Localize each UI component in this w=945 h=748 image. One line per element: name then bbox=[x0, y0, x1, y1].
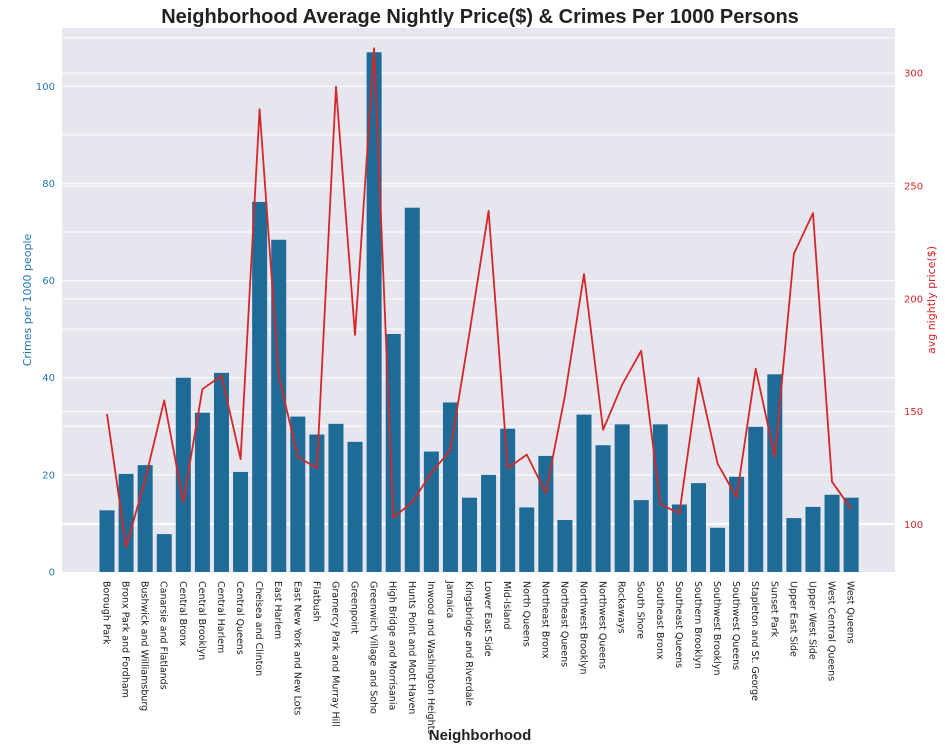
x-tick-label: Northwest Queens bbox=[597, 581, 608, 669]
price-line bbox=[106, 47, 852, 549]
bar bbox=[442, 402, 458, 572]
x-tick-label: Upper East Side bbox=[787, 581, 798, 657]
x-tick-label: Jamaica bbox=[444, 580, 455, 618]
bar bbox=[595, 445, 611, 572]
x-tick-label: Rockaways bbox=[616, 581, 627, 634]
bar bbox=[481, 474, 497, 572]
x-tick-label: Northeast Queens bbox=[558, 581, 569, 667]
bar bbox=[710, 527, 726, 572]
y-tick-label: 20 bbox=[42, 470, 55, 481]
x-tick-label: Northwest Brooklyn bbox=[578, 581, 589, 675]
bar bbox=[309, 434, 325, 572]
x-tick-label: Stapleton and St. George bbox=[749, 581, 760, 701]
y2-tick-label: 300 bbox=[904, 69, 923, 80]
bar bbox=[175, 377, 191, 572]
bar bbox=[500, 428, 516, 572]
x-tick-label: Southeast Queens bbox=[673, 581, 684, 668]
bar bbox=[156, 534, 172, 572]
chart-title: Neighborhood Average Nightly Price($) & … bbox=[161, 6, 799, 28]
x-tick-label: Central Bronx bbox=[177, 581, 188, 647]
bar bbox=[118, 473, 134, 572]
y2-tick-label: 200 bbox=[904, 294, 923, 305]
bar bbox=[576, 414, 592, 572]
x-tick-label: Greenpoint bbox=[349, 581, 360, 634]
category-labels: Borough Park Bronx Park and Fordham Bushwi… bbox=[101, 580, 856, 734]
bar bbox=[252, 201, 268, 572]
bar bbox=[404, 207, 420, 572]
x-tick-label: Bronx Park and Fordham bbox=[120, 581, 131, 698]
bar bbox=[366, 52, 382, 573]
y-tick-label: 80 bbox=[42, 179, 55, 190]
bar bbox=[233, 471, 249, 572]
bar bbox=[557, 520, 573, 572]
x-tick-label: Gramercy Park and Murray Hill bbox=[330, 581, 341, 727]
x-tick-label: Greenwich Village and Soho bbox=[368, 581, 379, 714]
bar bbox=[805, 506, 821, 572]
x-tick-label: Borough Park bbox=[101, 581, 112, 645]
x-tick-label: East Harlem bbox=[272, 581, 283, 639]
bar bbox=[385, 334, 401, 572]
x-tick-label: Lower East Side bbox=[482, 581, 493, 657]
x-tick-label: Northeast Bronx bbox=[539, 581, 550, 659]
x-tick-label: North Queens bbox=[520, 581, 531, 647]
x-tick-label: Central Brooklyn bbox=[196, 581, 207, 660]
bar bbox=[671, 504, 687, 572]
bar bbox=[194, 412, 210, 572]
y2-axis-label: avg nightly price($) bbox=[925, 246, 938, 354]
x-tick-label: High Bridge and Morrisania bbox=[387, 581, 398, 710]
bar bbox=[99, 510, 115, 572]
bar bbox=[462, 497, 478, 572]
x-tick-label: Mid-Island bbox=[501, 581, 512, 630]
x-tick-label: South Shore bbox=[635, 581, 646, 639]
y-tick-label: 60 bbox=[42, 276, 55, 287]
y2-tick-label: 250 bbox=[904, 182, 923, 193]
bar bbox=[748, 426, 764, 572]
bar bbox=[729, 476, 745, 572]
x-tick-label: West Queens bbox=[845, 581, 856, 644]
x-tick-label: East New York and New Lots bbox=[291, 581, 302, 715]
x-tick-label: Southwest Queens bbox=[730, 581, 741, 670]
x-tick-label: Central Harlem bbox=[215, 581, 226, 653]
x-tick-label: Canarsie and Flatlands bbox=[158, 581, 169, 690]
x-tick-label: Southeast Bronx bbox=[654, 581, 665, 660]
bar bbox=[786, 518, 802, 572]
bar bbox=[633, 500, 649, 572]
x-tick-label: Upper West Side bbox=[807, 581, 818, 660]
x-tick-label: Bushwick and Williamsburg bbox=[139, 581, 150, 711]
x-tick-label: Southern Brooklyn bbox=[692, 581, 703, 669]
y2-tick-label: 100 bbox=[904, 520, 923, 531]
bar bbox=[423, 451, 439, 572]
y-tick-label: 0 bbox=[49, 568, 55, 579]
y-axis-label: Crimes per 1000 people bbox=[21, 234, 34, 367]
x-tick-label: Flatbush bbox=[310, 581, 321, 622]
right-axis-ticks: 100 150 200 250 300 bbox=[904, 69, 923, 531]
bar bbox=[614, 424, 630, 572]
y-tick-label: 100 bbox=[36, 82, 55, 93]
x-tick-label: Chelsea and Clinton bbox=[253, 581, 264, 676]
y2-tick-label: 150 bbox=[904, 407, 923, 418]
bar bbox=[843, 497, 859, 572]
bar bbox=[538, 455, 554, 572]
bar bbox=[271, 239, 287, 572]
x-tick-label: Central Queens bbox=[234, 581, 245, 655]
x-tick-label: Hunts Point and Mott Haven bbox=[406, 581, 417, 714]
bar bbox=[328, 423, 344, 572]
left-axis-ticks: 0 20 40 60 80 100 bbox=[36, 82, 55, 579]
x-tick-label: West Central Queens bbox=[826, 581, 837, 681]
bar bbox=[347, 441, 363, 572]
bar bbox=[824, 494, 840, 572]
bar bbox=[690, 483, 706, 572]
bar bbox=[213, 372, 229, 572]
x-tick-label: Inwood and Washington Heights bbox=[425, 581, 436, 734]
bar bbox=[290, 416, 306, 572]
y-tick-label: 40 bbox=[42, 373, 55, 384]
x-tick-label: Sunset Park bbox=[768, 581, 779, 638]
x-tick-label: Kingsbridge and Riverdale bbox=[463, 581, 474, 706]
bar bbox=[519, 507, 535, 572]
x-tick-label: Southwest Brooklyn bbox=[711, 581, 722, 676]
x-axis-label: Neighborhood bbox=[429, 727, 531, 744]
